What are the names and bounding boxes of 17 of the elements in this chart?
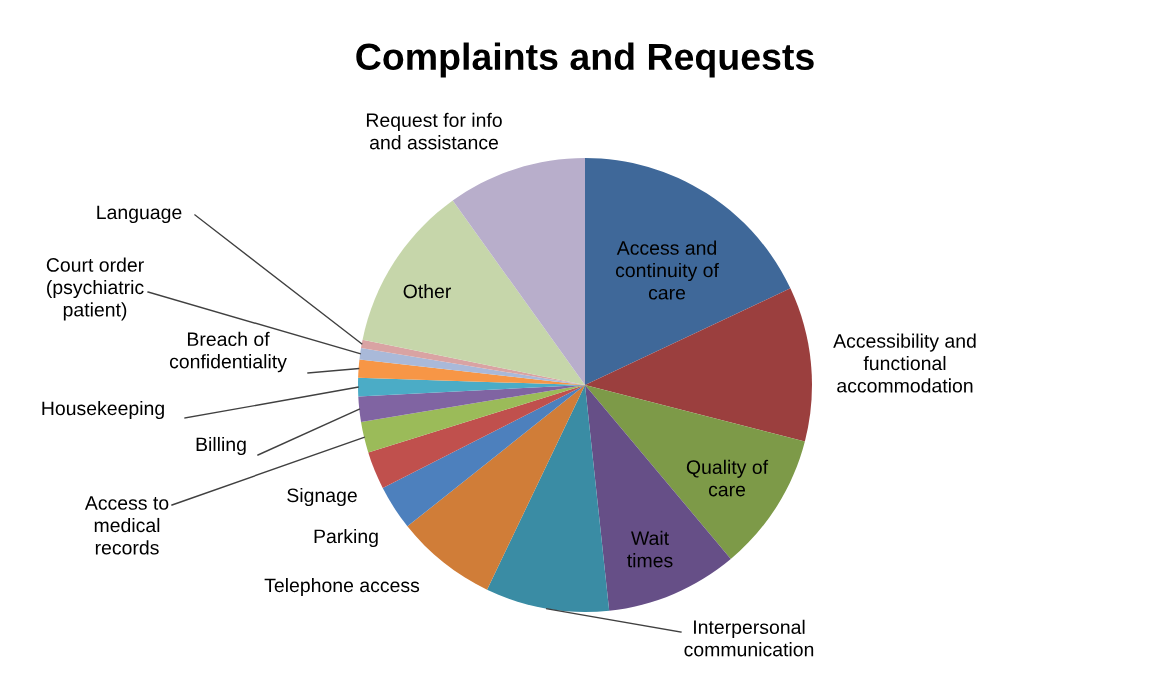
slice-label: Parking (314, 528, 378, 548)
slice-label: Access to medical records (84, 496, 169, 555)
slice-label: Billing (196, 436, 246, 456)
slice-label: Wait times (627, 530, 673, 568)
slice-label: Language (97, 205, 182, 224)
slice-label: Other (403, 283, 451, 299)
slice-label: Accessibility and functional accommodation (833, 333, 976, 393)
slice-label: Interpersonal communication (684, 619, 814, 657)
slice-label: Housekeeping (42, 400, 164, 420)
slice-label: Breach of confidentiality (169, 331, 287, 373)
slice-label: Quality of care (686, 459, 769, 497)
slice-label: Court order (psychiatric patient) (46, 257, 144, 321)
slice-label: Request for info and assistance (366, 112, 502, 150)
slice-label: Access and continuity of care (615, 240, 719, 300)
chart-title: Complaints and Requests (356, 42, 814, 78)
slice-label: Signage (287, 487, 357, 507)
slice-label: Telephone access (264, 577, 420, 597)
